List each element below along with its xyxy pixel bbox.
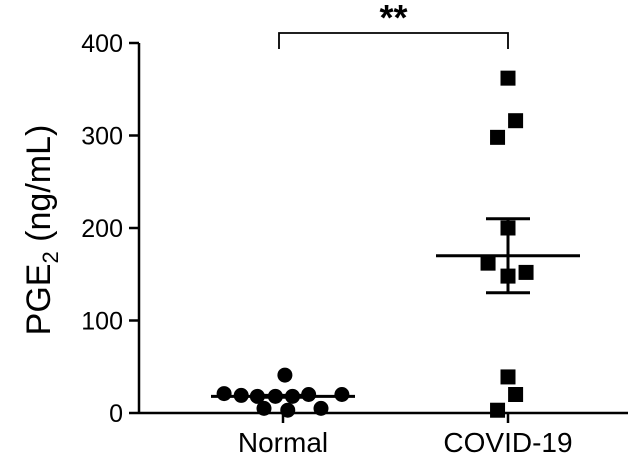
- data-point-square: [518, 264, 534, 280]
- data-point-square: [500, 369, 516, 385]
- x-tick-label: COVID-19: [443, 427, 572, 458]
- y-tick-label: 200: [81, 215, 123, 243]
- data-point-square: [508, 387, 524, 402]
- data-point-circle: [256, 400, 272, 416]
- significance-bracket: **: [278, 0, 509, 49]
- y-tick-label: 300: [81, 123, 123, 151]
- significance-label: **: [379, 0, 407, 38]
- data-point-square: [480, 255, 496, 271]
- svg-text:PGE2 (ng/mL): PGE2 (ng/mL): [20, 125, 63, 336]
- y-axis-label-subscript: 2: [38, 251, 63, 263]
- data-point-square: [508, 113, 524, 129]
- data-point-square: [490, 402, 506, 418]
- x-axis-labels: Normal COVID-19: [238, 413, 573, 458]
- data-point-circle: [313, 400, 329, 416]
- data-points: [216, 70, 534, 418]
- y-axis-label-suffix: (ng/mL): [20, 125, 58, 252]
- data-point-circle: [277, 367, 293, 383]
- axes: [137, 43, 628, 415]
- y-tick-label: 100: [81, 308, 123, 336]
- mean-error-bars: [211, 217, 580, 399]
- data-point-square: [500, 70, 516, 86]
- significance-bracket-line: [278, 32, 509, 49]
- data-point-square: [490, 129, 506, 145]
- y-axis-label-main: PGE: [20, 264, 58, 336]
- data-point-circle: [280, 402, 296, 418]
- x-tick-label: Normal: [238, 427, 328, 458]
- data-point-circle: [216, 386, 232, 402]
- data-point-circle: [334, 387, 350, 402]
- y-tick-label: 400: [81, 30, 123, 58]
- y-axis-label: PGE2 (ng/mL): [20, 125, 63, 336]
- y-axis-ticks: 0 100 200 300 400: [81, 30, 139, 428]
- y-tick-label: 0: [109, 400, 123, 428]
